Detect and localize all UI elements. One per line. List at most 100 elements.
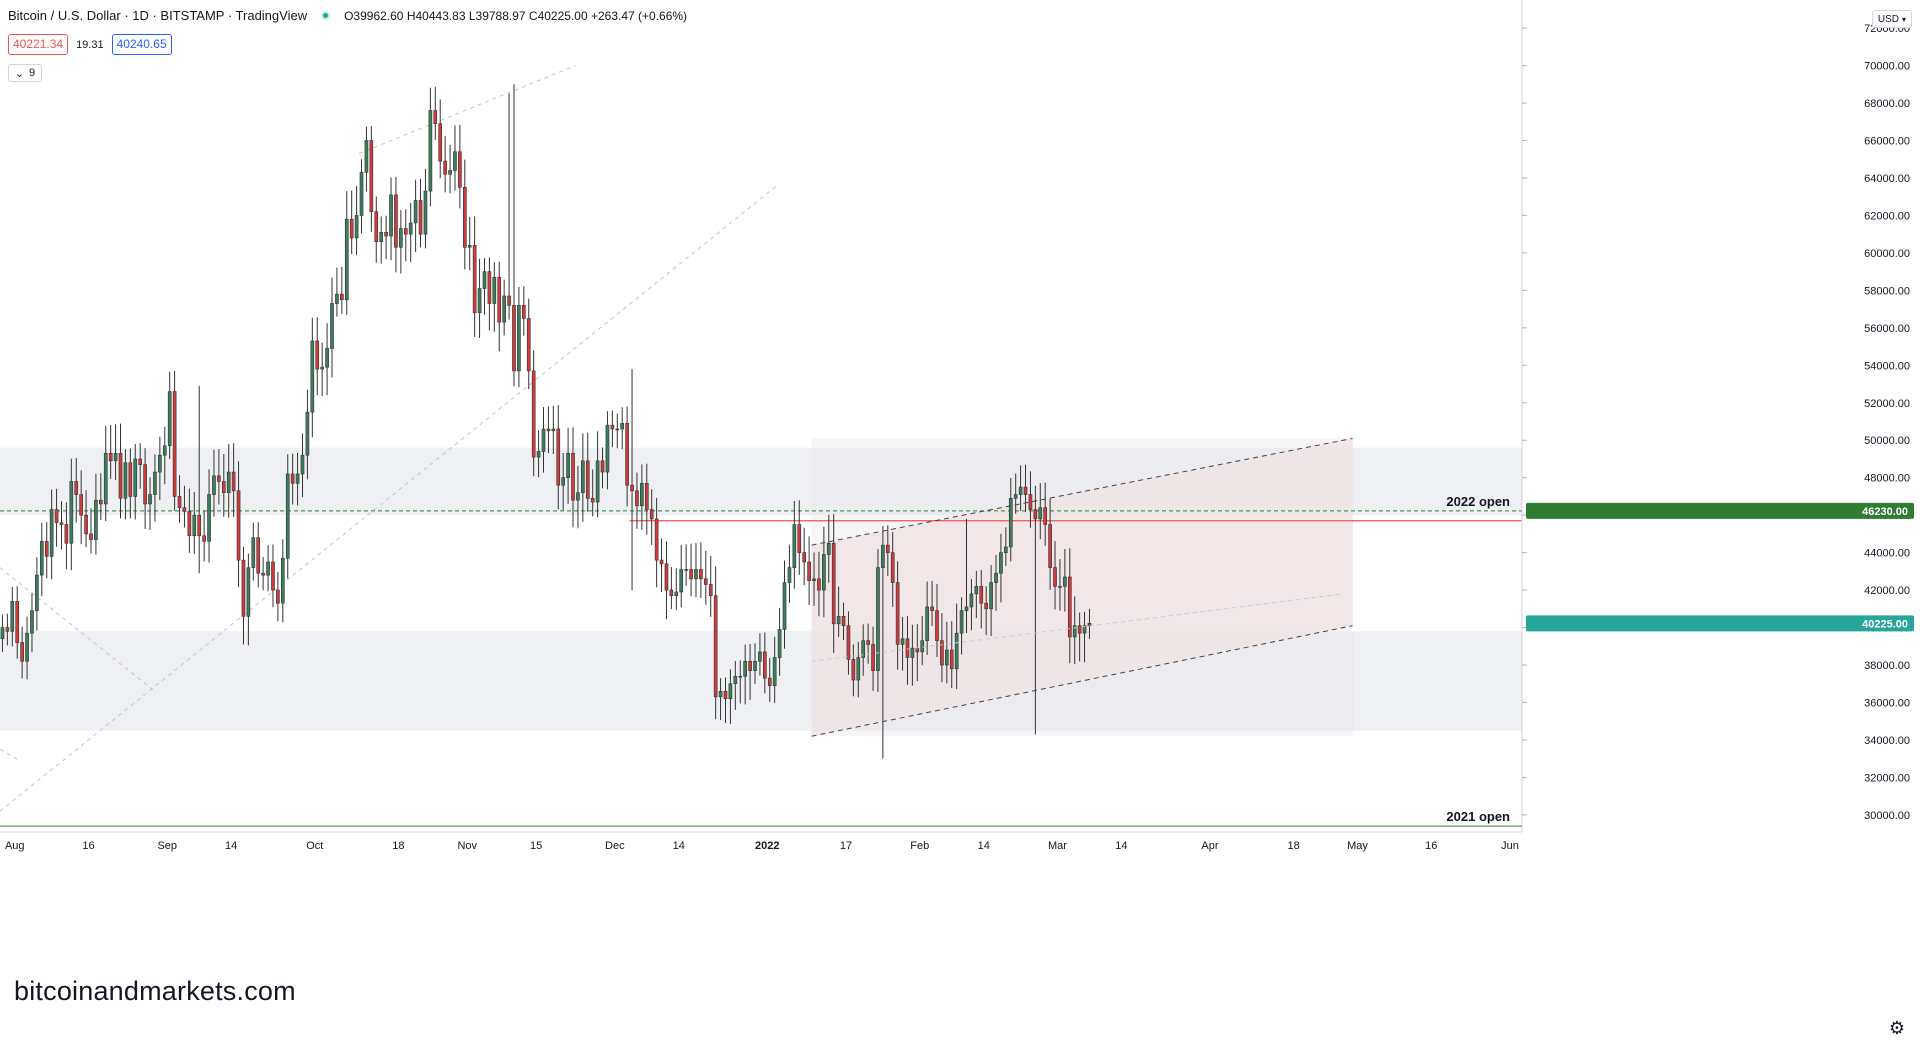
- buy-price[interactable]: 40240.65: [111, 34, 172, 55]
- symbol-title[interactable]: Bitcoin / U.S. Dollar · 1D · BITSTAMP · …: [8, 8, 308, 23]
- candle: [699, 542, 703, 599]
- candle-body: [1018, 486, 1023, 495]
- candle-body: [615, 428, 620, 431]
- candle: [1063, 549, 1067, 612]
- candle-body: [354, 215, 359, 239]
- candle: [566, 427, 570, 504]
- candle-body: [158, 454, 162, 473]
- candle: [197, 385, 202, 574]
- candle: [630, 369, 634, 591]
- market-status-icon[interactable]: [321, 11, 331, 20]
- candle-body: [1028, 494, 1033, 510]
- candle: [428, 87, 433, 207]
- candle-body: [1053, 567, 1057, 587]
- candle-body: [758, 651, 762, 662]
- x-tick-label: Feb: [910, 840, 929, 852]
- candle-body: [266, 561, 270, 576]
- candle: [89, 508, 93, 554]
- candle: [964, 518, 969, 633]
- indicators-count: 9: [29, 67, 36, 79]
- sell-price[interactable]: 40221.34: [8, 34, 69, 55]
- candle: [438, 99, 443, 179]
- candle-body: [389, 194, 393, 237]
- candle-body: [408, 222, 413, 235]
- candle-body: [69, 481, 74, 544]
- candle-body: [703, 578, 708, 585]
- gear-icon[interactable]: ⚙: [1888, 1017, 1906, 1038]
- candle-body: [940, 640, 944, 666]
- candle-body: [831, 542, 836, 625]
- candle: [782, 560, 787, 649]
- candle: [207, 469, 211, 563]
- candle: [615, 413, 620, 449]
- candle: [959, 597, 964, 655]
- trendline-1: [0, 185, 778, 812]
- candle-body: [885, 544, 890, 553]
- candle-body: [585, 460, 590, 499]
- indicators-toggle-button[interactable]: ⌄ 9: [8, 64, 42, 82]
- y-tick-label: 64000.00: [1864, 173, 1910, 185]
- candle: [202, 511, 206, 562]
- candle: [689, 543, 693, 597]
- channel-mid-line: [811, 593, 1343, 662]
- candle: [925, 581, 929, 655]
- candle-body: [900, 638, 905, 645]
- candle: [108, 424, 113, 479]
- candle: [576, 465, 580, 529]
- last-price-tag: 40225.00: [1862, 618, 1908, 630]
- y-tick-label: 56000.00: [1864, 323, 1910, 335]
- candle: [1004, 527, 1008, 566]
- level-label-0: 2022 open: [1446, 494, 1510, 509]
- candle-body: [1077, 625, 1082, 634]
- candle-body: [556, 428, 561, 486]
- candle: [448, 144, 452, 194]
- candle-body: [261, 572, 265, 576]
- candle: [871, 626, 875, 691]
- candle: [517, 286, 521, 388]
- candle-body: [123, 462, 128, 499]
- candle-body: [881, 544, 885, 568]
- candle-body: [989, 582, 993, 610]
- candle: [1008, 477, 1013, 562]
- candle-body: [836, 616, 841, 625]
- candle-body: [763, 651, 767, 679]
- candle-body: [212, 475, 216, 495]
- candle: [763, 632, 767, 694]
- candle-body: [571, 453, 575, 501]
- candle-body: [546, 428, 551, 432]
- y-tick-label: 60000.00: [1864, 248, 1910, 260]
- candle-body: [522, 305, 526, 319]
- currency-select[interactable]: USD ▾: [1871, 10, 1912, 28]
- candle-body: [964, 606, 969, 611]
- candle: [172, 371, 177, 511]
- candle: [851, 644, 856, 697]
- trendline-0: [358, 65, 576, 155]
- candle-body: [89, 533, 93, 540]
- x-tick-label: 18: [392, 840, 404, 852]
- candle: [679, 545, 684, 608]
- candle-body: [930, 606, 934, 611]
- candle-body: [113, 453, 118, 462]
- watermark: bitcoinandmarkets.com: [14, 976, 296, 1006]
- candle-body: [399, 228, 403, 248]
- candle: [241, 546, 246, 645]
- x-tick-label: 14: [1115, 840, 1127, 852]
- candle-body: [708, 584, 713, 597]
- candle: [1072, 596, 1077, 665]
- candle-body: [458, 151, 462, 188]
- candle-body: [861, 640, 866, 658]
- candle-body: [315, 340, 320, 370]
- candle-body: [138, 458, 143, 465]
- candle-body: [871, 644, 875, 671]
- candle: [15, 586, 20, 659]
- candle-body: [605, 424, 610, 473]
- candle: [536, 430, 541, 478]
- candle-body: [300, 454, 305, 475]
- candle-body: [797, 524, 802, 553]
- candle-body: [64, 524, 69, 544]
- candle-body: [349, 218, 354, 239]
- y-tick-label: 58000.00: [1864, 285, 1910, 297]
- candle: [895, 561, 900, 670]
